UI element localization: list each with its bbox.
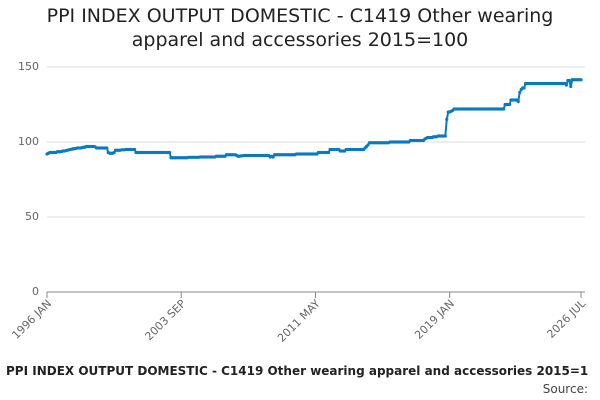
data-point: [522, 86, 526, 90]
x-tick-label: 2019 JAN: [412, 297, 457, 342]
data-point: [516, 99, 520, 104]
y-tick-label: 50: [25, 210, 39, 223]
data-point: [518, 90, 522, 95]
y-tick-label: 150: [18, 60, 39, 73]
data-point: [579, 78, 583, 82]
y-tick-label: 0: [32, 285, 39, 298]
data-point: [105, 146, 109, 150]
data-point: [567, 78, 571, 83]
series-line: [46, 78, 581, 159]
x-tick-label: 1996 JAN: [9, 297, 54, 342]
data-point: [443, 134, 447, 138]
data-point: [326, 150, 331, 155]
x-tick-label: 2026 JUL: [544, 296, 588, 340]
data-point: [569, 84, 573, 89]
x-tick-label: 2003 SEP: [142, 297, 188, 343]
data-point: [564, 83, 569, 87]
data-point: [167, 150, 172, 155]
data-point: [502, 107, 506, 111]
data-point: [445, 117, 449, 122]
x-tick-label: 2011 MAY: [275, 297, 323, 345]
source: Source:: [542, 382, 588, 396]
y-tick-label: 100: [18, 135, 39, 148]
footer-title: PPI INDEX OUTPUT DOMESTIC - C1419 Other …: [6, 364, 589, 378]
data-point: [132, 147, 137, 152]
chart-title: PPI INDEX OUTPUT DOMESTIC - C1419 Other …: [46, 5, 554, 51]
data-point: [507, 102, 512, 107]
